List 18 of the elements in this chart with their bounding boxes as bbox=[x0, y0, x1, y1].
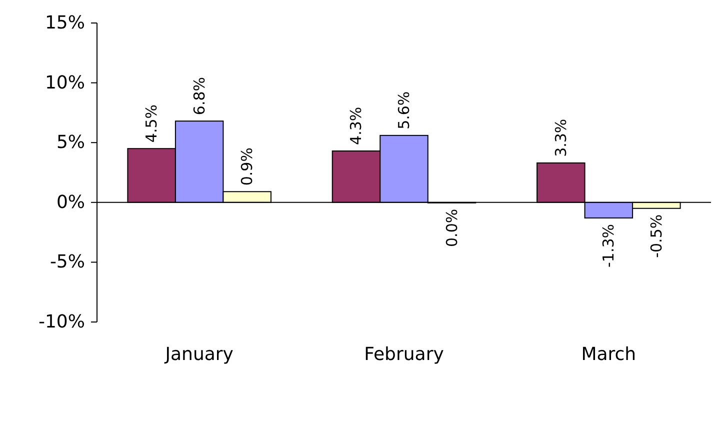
data-label: 5.6% bbox=[395, 91, 413, 130]
x-tick-label: March bbox=[581, 344, 636, 365]
data-label: 3.3% bbox=[552, 118, 570, 157]
y-tick-label: 5% bbox=[56, 132, 85, 154]
x-tick-label: February bbox=[364, 344, 444, 365]
data-label: 0.9% bbox=[238, 148, 256, 186]
data-label: -1.3% bbox=[600, 224, 618, 268]
data-label: 6.8% bbox=[190, 76, 208, 116]
y-tick-label: -10% bbox=[38, 312, 85, 332]
data-label: 4.5% bbox=[142, 104, 161, 143]
y-tick-label: -5% bbox=[50, 252, 85, 273]
y-tick-label: 0% bbox=[56, 192, 85, 213]
y-tick-label: 10% bbox=[44, 72, 85, 94]
data-label: -0.5% bbox=[647, 214, 666, 258]
data-label: 0.0% bbox=[442, 208, 461, 247]
x-tick-label: January bbox=[164, 344, 234, 365]
data-label: 4.3% bbox=[347, 106, 366, 145]
y-tick-label: 15% bbox=[44, 12, 85, 34]
